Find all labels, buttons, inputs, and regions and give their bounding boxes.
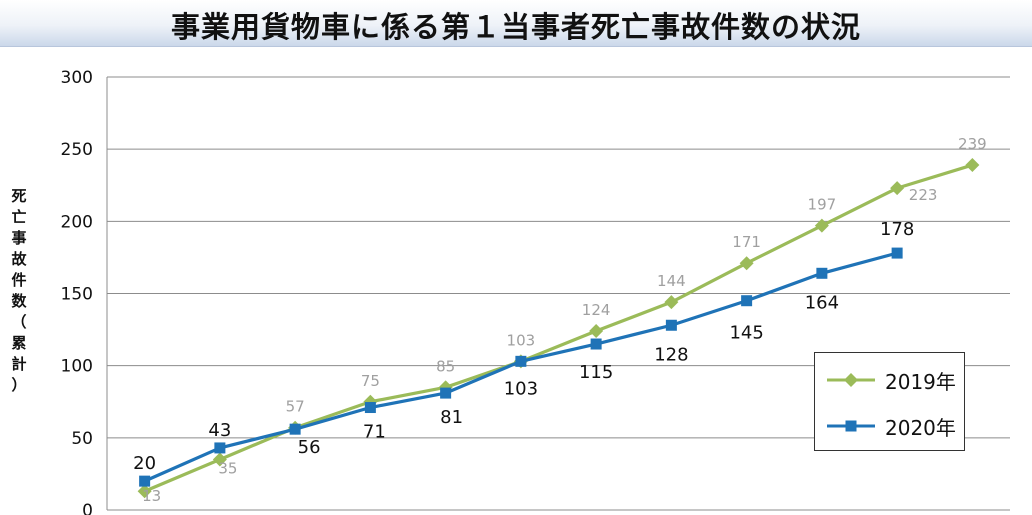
data-label-1: 164 [805, 292, 839, 313]
data-label-1: 178 [880, 219, 914, 240]
data-label-0: 103 [507, 331, 536, 349]
data-point-0 [814, 218, 829, 233]
data-label-0: 223 [909, 186, 938, 204]
y-tick-label: 100 [61, 357, 93, 377]
legend-item-2020: 2020年 [825, 411, 956, 441]
data-point-1 [741, 295, 753, 307]
data-label-0: 57 [286, 398, 305, 416]
data-point-0 [212, 452, 227, 467]
data-point-0 [739, 256, 754, 271]
legend: 2019年 2020年 [814, 352, 965, 451]
data-label-1: 20 [133, 453, 156, 474]
legend-item-2019: 2019年 [825, 365, 956, 395]
data-point-1 [665, 319, 677, 331]
data-point-0 [890, 181, 905, 196]
data-label-0: 13 [142, 487, 161, 505]
legend-marker-2019 [827, 373, 875, 387]
y-axis-label-char: 事 [11, 229, 27, 247]
data-point-1 [139, 475, 151, 487]
legend-label-2020: 2020年 [885, 415, 956, 440]
legend-label-2019: 2019年 [885, 369, 956, 394]
y-axis-label-char: 件 [11, 271, 27, 289]
data-point-0 [664, 295, 679, 310]
data-label-0: 124 [582, 301, 611, 319]
data-point-0 [589, 324, 604, 339]
data-label-0: 85 [436, 357, 455, 375]
data-label-1: 103 [504, 378, 538, 399]
legend-marker-2020 [827, 420, 875, 432]
y-tick-label: 300 [61, 68, 93, 88]
data-label-1: 43 [208, 420, 231, 441]
data-point-0 [137, 484, 152, 499]
data-label-0: 239 [958, 135, 987, 153]
data-label-0: 35 [218, 459, 237, 477]
data-label-0: 144 [657, 272, 686, 290]
data-label-0: 197 [808, 196, 837, 214]
data-point-1 [816, 267, 828, 279]
y-axis-label-char: ） [11, 376, 27, 394]
data-point-1 [515, 355, 527, 367]
chart-title: 事業用貨物車に係る第１当事者死亡事故件数の状況 [170, 10, 861, 44]
data-label-1: 115 [579, 362, 613, 383]
y-tick-label: 250 [61, 140, 93, 160]
y-axis-label-char: 計 [11, 355, 27, 373]
y-tick-label: 200 [61, 212, 93, 232]
data-point-1 [289, 423, 301, 435]
y-axis-label-char: 亡 [11, 208, 27, 226]
y-axis-label-char: 累 [11, 334, 27, 352]
y-axis-label-char: 数 [11, 292, 27, 310]
title-bar: 事業用貨物車に係る第１当事者死亡事故件数の状況 [0, 0, 1032, 47]
data-label-1: 56 [298, 437, 321, 458]
y-tick-label: 150 [61, 285, 93, 305]
y-axis-label-char: （ [11, 313, 27, 331]
data-label-1: 128 [654, 344, 688, 365]
y-axis-label-char: 死 [11, 187, 27, 205]
data-label-1: 71 [363, 422, 386, 443]
data-point-1 [214, 442, 226, 454]
y-tick-label: 50 [71, 429, 93, 449]
data-point-1 [891, 247, 903, 259]
y-axis-label-char: 故 [11, 250, 27, 268]
y-axis-label: 死亡事故件数 （ 累計 ） [8, 186, 30, 396]
data-label-1: 81 [440, 407, 463, 428]
data-point-1 [364, 402, 376, 414]
data-label-1: 145 [729, 323, 763, 344]
data-label-0: 171 [732, 233, 761, 251]
data-point-1 [440, 387, 452, 399]
data-point-0 [965, 158, 980, 173]
data-point-1 [590, 338, 602, 350]
y-tick-label: 0 [82, 501, 93, 515]
data-label-0: 75 [361, 372, 380, 390]
